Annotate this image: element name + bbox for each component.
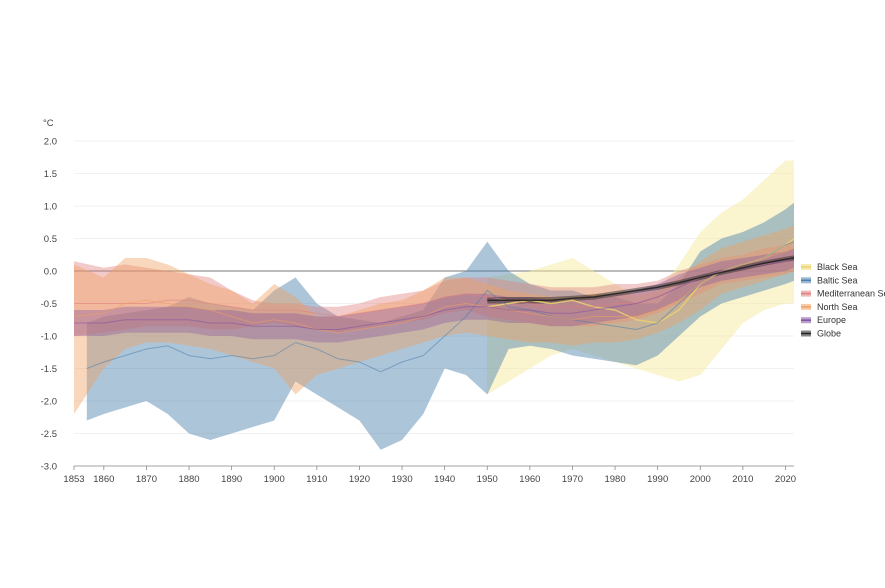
x-tick-label: 1940	[434, 474, 455, 485]
axes: °C -3.0 -2.5 -2.0 -1.5 -1.0 -0.5 0.0 0.5 1.0 1.5 2…	[41, 118, 796, 485]
x-tick-label: 1970	[562, 474, 583, 485]
band-north-sea	[74, 225, 794, 414]
x-tick-label: 1920	[349, 474, 370, 485]
y-tick-label: -1.0	[41, 332, 57, 343]
x-tick-label: 2000	[690, 474, 711, 485]
x-tick-label: 1930	[391, 474, 412, 485]
line-globe	[487, 257, 795, 301]
legend-label-north-sea: North Sea	[817, 302, 858, 312]
y-tick-label: 1.0	[44, 202, 57, 213]
band-globe	[487, 255, 794, 304]
x-tick-label: 1950	[477, 474, 498, 485]
line-europe	[74, 257, 795, 330]
x-tick-label: 1853	[63, 474, 84, 485]
y-tick-label: 0.5	[44, 234, 57, 245]
y-axis-unit-label: °C	[43, 118, 54, 129]
x-tick-label: 1990	[647, 474, 668, 485]
grid-lines	[74, 140, 794, 467]
x-tick-label: 1960	[519, 474, 540, 485]
legend: Black Sea Baltic Sea Mediterranean Sea Nort…	[801, 262, 885, 339]
series-lines	[73, 237, 795, 373]
legend-label-mediterranean-sea: Mediterranean Sea	[817, 289, 885, 299]
y-tick-label: 2.0	[44, 137, 57, 148]
y-tick-label: -2.5	[41, 429, 57, 440]
x-tick-label: 2010	[732, 474, 753, 485]
x-tick-label: 1910	[306, 474, 327, 485]
band-europe	[74, 248, 794, 343]
y-tick-label: 1.5	[44, 169, 57, 180]
band-baltic-sea	[86, 202, 795, 450]
legend-label-europe: Europe	[817, 315, 846, 325]
line-baltic-sea	[86, 241, 795, 373]
x-tick-label: 1870	[136, 474, 157, 485]
band-black-sea	[487, 160, 794, 395]
series-bands	[74, 160, 795, 450]
line-north-sea	[73, 247, 795, 334]
x-tick-label: 1900	[264, 474, 285, 485]
y-tick-label: -2.0	[41, 397, 57, 408]
x-tick-label: 1980	[604, 474, 625, 485]
y-tick-label: 0.0	[44, 267, 57, 278]
x-tick-label: 1860	[93, 474, 114, 485]
legend-label-black-sea: Black Sea	[817, 262, 858, 272]
legend-label-globe: Globe	[817, 329, 841, 339]
y-tick-label: -0.5	[41, 299, 57, 310]
y-tick-label: -1.5	[41, 364, 57, 375]
legend-label-baltic-sea: Baltic Sea	[817, 275, 858, 285]
x-tick-label: 1880	[178, 474, 199, 485]
y-tick-label: -3.0	[41, 462, 57, 473]
band-mediterranean-sea	[74, 241, 794, 336]
x-tick-label: 2020	[775, 474, 796, 485]
x-tick-label: 1890	[221, 474, 242, 485]
